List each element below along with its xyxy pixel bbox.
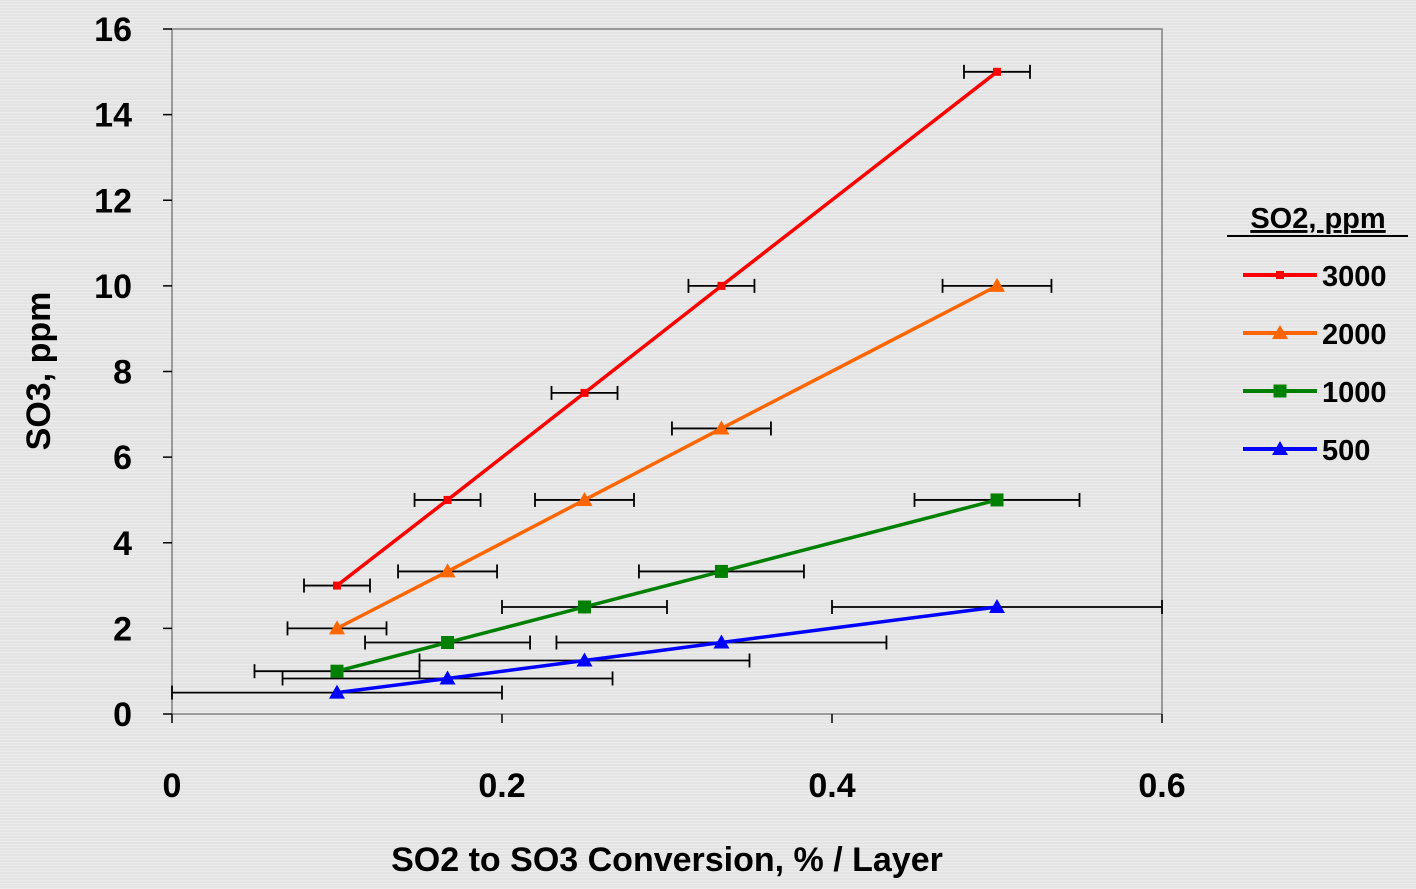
data-point-2000 (713, 420, 730, 435)
series-lines (335, 70, 999, 695)
y-axis-ticks (163, 28, 172, 715)
y-tick-label: 8 (113, 354, 132, 392)
data-point-2000 (989, 277, 1005, 292)
data-point-1000 (578, 600, 591, 614)
series-line-2000 (336, 284, 998, 630)
x-tick-label: 0.6 (1138, 767, 1185, 805)
legend-items: 3000 2000 1000 500 (1243, 261, 1387, 467)
data-point-3000 (717, 281, 726, 290)
series-line-1000 (336, 498, 998, 673)
series-line-3000 (335, 70, 999, 587)
y-tick-label: 14 (94, 97, 132, 135)
y-tick-label: 4 (113, 525, 132, 563)
data-point-1000 (441, 636, 455, 650)
x-tick-label: 0.2 (478, 767, 525, 805)
y-tick-label: 0 (113, 696, 132, 734)
data-point-2000 (576, 491, 593, 506)
legend-marker-1000 (1273, 384, 1287, 398)
legend-label-3000: 3000 (1322, 261, 1387, 293)
data-point-1000 (714, 564, 728, 578)
x-tick-label: 0.4 (808, 767, 855, 805)
y-tick-label: 10 (94, 268, 132, 306)
data-point-500 (576, 652, 593, 667)
data-point-3000 (580, 388, 589, 397)
data-point-1000 (330, 664, 344, 678)
data-point-3000 (443, 495, 452, 504)
data-point-1000 (990, 493, 1004, 507)
legend-title: SO2, ppm (1250, 203, 1385, 235)
y-tick-label: 2 (113, 610, 132, 648)
y-tick-label: 12 (94, 182, 132, 220)
legend-label-2000: 2000 (1322, 319, 1387, 351)
legend-marker-500 (1272, 441, 1288, 455)
legend-label-1000: 1000 (1322, 377, 1387, 409)
x-tick-labels: 0 0.2 0.4 0.6 (163, 767, 1186, 805)
data-markers (329, 67, 1005, 699)
legend-marker-2000 (1272, 325, 1288, 339)
y-tick-label: 16 (94, 11, 132, 49)
series-line-500 (336, 605, 998, 695)
legend-label-500: 500 (1322, 435, 1370, 467)
y-tick-labels: 0 2 4 6 8 10 12 14 16 (94, 11, 132, 734)
data-point-500 (329, 684, 345, 699)
legend: SO2, ppm 3000 2000 1000 500 (1227, 203, 1408, 467)
x-axis-label: SO2 to SO3 Conversion, % / Layer (391, 841, 943, 879)
x-axis-ticks (171, 714, 1163, 723)
data-point-2000 (439, 563, 456, 578)
data-point-500 (989, 598, 1005, 613)
data-point-3000 (333, 581, 341, 590)
data-point-2000 (329, 620, 345, 635)
data-point-3000 (993, 67, 1001, 76)
data-point-500 (713, 634, 730, 649)
x-tick-label: 0 (163, 767, 182, 805)
data-point-500 (439, 670, 456, 685)
y-tick-label: 6 (113, 439, 132, 477)
y-axis-label: SO3, ppm (20, 292, 58, 451)
error-bars (171, 64, 1163, 700)
legend-marker-3000 (1276, 271, 1284, 279)
